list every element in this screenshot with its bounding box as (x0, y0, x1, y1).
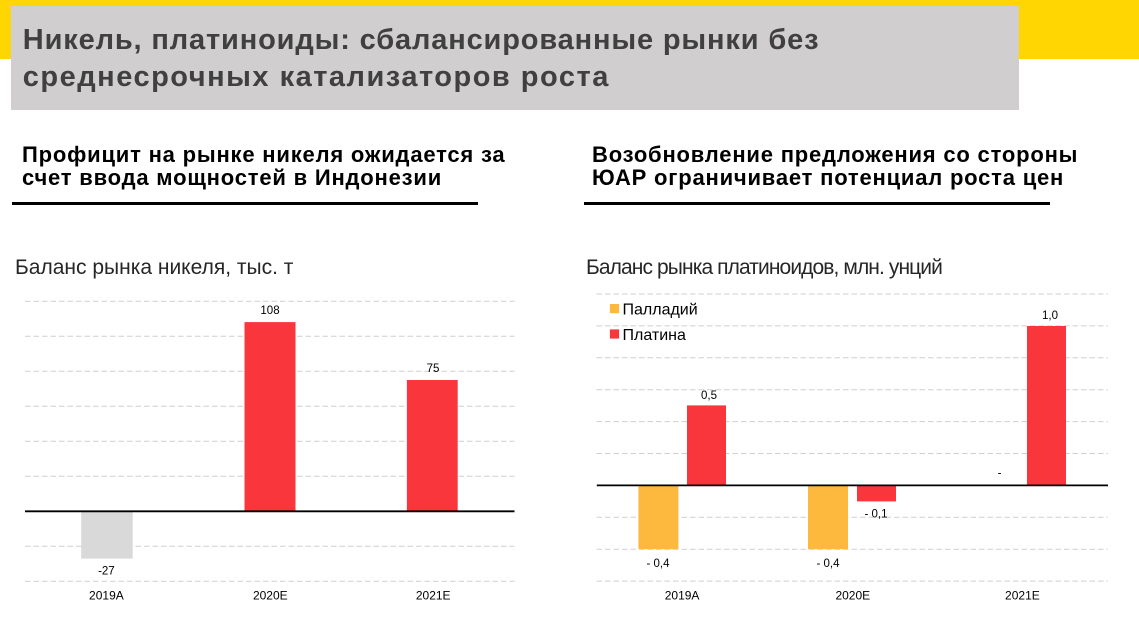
svg-text:2019A: 2019A (665, 588, 700, 602)
svg-text:75: 75 (427, 363, 440, 375)
svg-text:- 0,4: - 0,4 (646, 558, 670, 570)
svg-text:2021E: 2021E (416, 588, 451, 602)
svg-text:Палладий: Палладий (623, 301, 698, 318)
svg-text:2019A: 2019A (89, 588, 124, 602)
svg-text:2021E: 2021E (1005, 588, 1040, 602)
svg-text:1,0: 1,0 (1042, 310, 1058, 322)
svg-text:2020E: 2020E (835, 588, 870, 602)
svg-text:2020E: 2020E (253, 588, 288, 602)
svg-text:-: - (998, 468, 1002, 480)
svg-text:- 0,1: - 0,1 (864, 508, 887, 520)
svg-text:-27: -27 (98, 566, 115, 578)
svg-text:- 0,4: - 0,4 (816, 558, 840, 570)
svg-text:Платина: Платина (623, 327, 686, 344)
svg-text:108: 108 (260, 305, 279, 317)
svg-text:0,5: 0,5 (701, 390, 717, 402)
